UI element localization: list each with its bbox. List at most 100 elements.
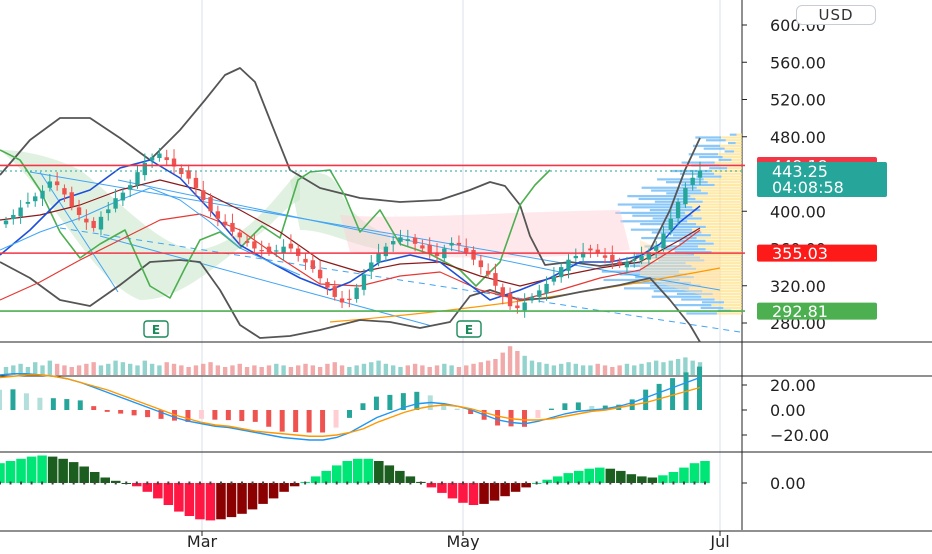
volume-bar [434,365,440,375]
profile-bar-blue [641,186,697,189]
profile-bar-yellow [707,192,742,195]
price-axis[interactable]: 600.00560.00520.00480.00400.00320.00280.… [742,16,829,493]
volume-bar [332,362,337,375]
volume-bar [325,363,330,375]
macd-histogram-bar [198,410,204,419]
volume-bar [602,365,608,375]
volume-bar [259,367,264,375]
cloud-green [290,172,390,250]
oscillator-zero-dot [114,481,117,485]
volume-bar [201,363,206,375]
candle-body [464,247,469,253]
volume-bar [653,360,659,375]
volume-bar [390,365,396,375]
profile-bar-yellow [694,253,742,256]
profile-bar-blue [617,203,687,206]
volume-bar [610,367,615,375]
oscillator-zero-dot [356,481,359,485]
oscillator-bar [658,475,668,483]
oscillator-bar [637,476,647,483]
volume-bar [347,367,352,375]
profile-bar-blue [695,136,722,139]
profile-bar-yellow [731,158,742,161]
profile-bar-yellow [703,178,742,181]
volume-bar [47,360,53,375]
profile-bar-yellow [714,298,742,301]
profile-bar-blue [699,155,723,159]
candle-body [376,253,381,263]
volume-bar [120,362,126,375]
profile-bar-yellow [712,292,742,296]
profile-bar-blue [651,231,702,234]
oscillator-bar [447,483,458,499]
volume-bar [215,365,221,375]
macd-histogram-bar [185,410,191,422]
oscillator-zero-dot [209,481,212,485]
oscillator-zero-dot [504,481,507,485]
profile-bar-yellow [721,136,742,139]
oscillator-bar [363,458,374,483]
cloud-red [340,210,630,258]
time-axis[interactable]: Mar May Jul [0,530,932,551]
candle-body [317,269,323,279]
price-axis-label: 320.00 [770,277,826,296]
profile-bar-yellow [714,161,742,164]
profile-bar-blue [644,245,699,248]
profile-bar-blue [673,304,712,307]
oscillator-bar [268,483,279,499]
candle-body [274,250,279,252]
volume-bar [485,360,491,375]
candle-body [127,185,133,190]
oscillator-bar [458,483,468,503]
candles-layer[interactable] [3,147,703,318]
oscillator-bar [216,483,226,520]
oscillator-bar [163,483,174,505]
profile-bar-blue [728,141,736,145]
profile-bar-blue [700,306,724,309]
candle-body [595,249,600,254]
macd-histogram-bar [373,396,379,410]
profile-bar-blue [672,234,711,237]
profile-bar-yellow [705,239,742,242]
oscillator-bar [479,483,489,504]
macd-histogram-bar [252,410,258,422]
profile-bar-yellow [698,245,742,248]
profile-bar-blue [724,150,735,153]
oscillator-zero-dot [62,481,65,485]
profile-bar-yellow [736,133,742,136]
profile-bar-blue [688,153,719,156]
macd-histogram-bar [656,383,662,410]
candle-body [244,241,250,243]
currency-button[interactable]: USD [796,5,876,25]
candle-body [668,218,673,230]
oscillator-zero-dot [377,481,380,485]
candle-body [40,190,45,199]
volume-bar [33,362,38,375]
candle-body [602,255,608,258]
candle-body [427,244,432,254]
oscillator-zero-dot [20,481,23,485]
oscillator-bar [184,483,195,516]
profile-bar-yellow [692,214,742,217]
volume-bar [544,363,549,375]
candle-body [171,158,177,167]
oscillator-bar [174,483,184,512]
oscillator-bar [521,483,531,488]
macd-histogram-bar [602,405,608,410]
candle-body [164,157,169,161]
profile-bar-blue [686,312,717,315]
volume-bar [296,365,301,375]
profile-bar-yellow [711,250,742,254]
oscillator-zero-dot [419,481,422,485]
profile-bar-blue [701,301,724,304]
oscillator-bar [258,483,268,504]
horizontal-levels[interactable] [0,164,745,312]
macd-histogram-bar [347,410,352,418]
candle-body [120,192,126,201]
oscillator-zero-dot [651,481,654,485]
oscillator-zero-dot [325,481,328,485]
profile-bar-blue [696,175,722,178]
volume-bar [303,363,308,375]
